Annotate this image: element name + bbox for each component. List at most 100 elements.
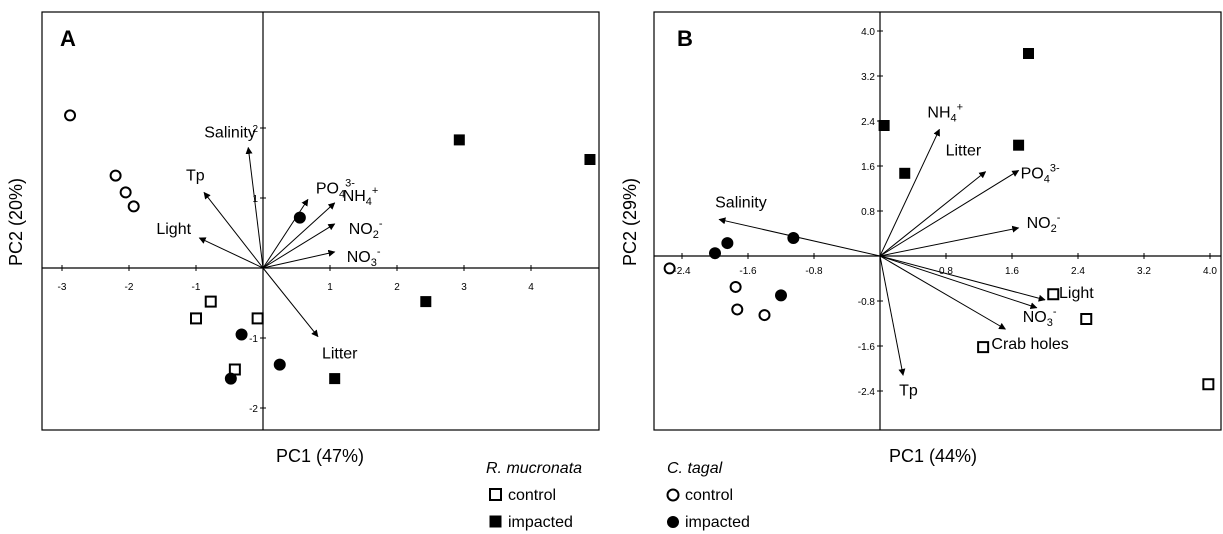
panel-a-point-c-tagal-control	[127, 200, 140, 213]
panel-b-point-c-tagal-control	[729, 280, 742, 293]
legend-marker-r-mucronata-impacted	[489, 515, 502, 528]
panel-b-y-tick-label: 3.2	[861, 72, 875, 83]
panel-a-vector-po4x	[262, 198, 309, 269]
panel-b-x-tick-label: 0.8	[939, 266, 953, 277]
panel-a-point-r-mucronata-control	[204, 295, 217, 308]
legend-title-c-tagal: C. tagal	[667, 460, 723, 477]
panel-a-vector-no2x-label: NO2-	[349, 218, 383, 241]
panel-b-x-tick-label: 4.0	[1203, 266, 1217, 277]
panel-b-vector-crab-holes	[879, 255, 1007, 330]
panel-b-y-tick-label: 4.0	[861, 27, 875, 38]
panel-b-vector-no2x	[879, 225, 1020, 257]
panel-b-x-tick-label: 2.4	[1071, 266, 1085, 277]
panel-b-y-tick-label: -2.4	[858, 387, 876, 398]
panel-b-vector-nh4x-label: NH4+	[927, 101, 963, 124]
panel-b-x-tick-label: -1.6	[739, 266, 757, 277]
panel-a-point-c-tagal-control	[64, 109, 77, 122]
panel-a-vector-no3x	[262, 249, 336, 269]
legend-title-r-mucronata: R. mucronata	[486, 460, 582, 477]
panel-a-x-tick-label: 3	[461, 282, 467, 293]
panel-a-vector-litter	[262, 267, 319, 338]
legend-marker-c-tagal-control	[666, 488, 680, 502]
panel-b-vector-no2x-label: NO2-	[1027, 212, 1061, 235]
panel-a-point-r-mucronata-impacted	[420, 296, 432, 308]
panel-b-vector-po4x	[879, 170, 1020, 257]
panel-a-point-r-mucronata-impacted	[329, 373, 341, 385]
panel-a-y-tick-label: 1	[252, 194, 258, 205]
panel-b-point-r-mucronata-impacted	[1013, 139, 1025, 151]
panel-b-point-r-mucronata-control	[1080, 313, 1093, 325]
panel-a-point-r-mucronata-control	[251, 312, 264, 325]
panel-a-vector-nh4x-label: NH4+	[343, 185, 379, 208]
panel-a-x-tick-label: 1	[327, 282, 333, 293]
panel-a-x-tick-label: -1	[192, 282, 201, 293]
panel-a-vector-light	[198, 237, 264, 269]
panel-b-y-axis-title: PC2 (29%)	[620, 178, 640, 266]
panel-b-x-tick-label: 3.2	[1137, 266, 1151, 277]
panel-a-point-r-mucronata-control	[190, 312, 202, 325]
panel-b-point-c-tagal-impacted	[721, 237, 734, 250]
panel-b-letter: B	[677, 26, 693, 51]
panel-b-y-tick-label: -0.8	[858, 297, 876, 308]
panel-b-vector-no3x-label: NO3-	[1023, 306, 1057, 329]
panel-b-point-r-mucronata-control	[977, 341, 990, 354]
panel-b-point-c-tagal-impacted	[787, 232, 800, 244]
panel-a-vector-salinity	[245, 146, 264, 269]
panel-b-vector-po4x-label: PO43-	[1021, 163, 1060, 186]
panel-b-point-r-mucronata-control	[1202, 378, 1215, 391]
legend-marker-c-tagal-impacted	[667, 516, 679, 528]
panel-b-vector-tp-label: Tp	[899, 382, 918, 399]
panel-b: B -2.4 -1.6 -0.8 0.8 1.6 2.4 3.2 4.0 -2.4 -1.6 -0.…	[620, 11, 1222, 466]
panel-a-y-tick-label: -1	[249, 334, 258, 345]
panel-b-point-c-tagal-impacted	[775, 289, 787, 302]
legend: R. mucronata C. tagal control impacted c…	[486, 460, 750, 531]
panel-b-x-tick-label: 1.6	[1005, 266, 1019, 277]
panel-b-vector-tp	[879, 255, 906, 376]
panel-a-vector-tp-label: Tp	[186, 167, 205, 184]
panel-a-point-c-tagal-impacted	[293, 211, 306, 224]
panel-b-point-r-mucronata-impacted	[1023, 48, 1034, 59]
panel-a-point-c-tagal-impacted	[235, 328, 248, 341]
panel-b-y-tick-label: 0.8	[861, 207, 875, 218]
panel-b-x-tick-label: -2.4	[673, 266, 691, 277]
panel-b-point-r-mucronata-control	[1047, 288, 1060, 301]
panel-b-x-tick-label: -0.8	[805, 266, 823, 277]
panel-a-vector-no3x-label: NO3-	[347, 246, 381, 269]
panel-b-point-r-mucronata-impacted	[899, 167, 911, 179]
panel-a-x-tick-label: 2	[394, 282, 400, 293]
panel-b-x-axis-title: PC1 (44%)	[889, 446, 977, 466]
panel-b-vector-light-label: Light	[1059, 285, 1094, 302]
panel-a-point-r-mucronata-impacted	[453, 134, 465, 146]
panel-a-vector-litter-label: Litter	[322, 346, 358, 363]
panel-a-point-c-tagal-control	[119, 186, 132, 199]
panel-a-y-tick-label: -2	[249, 404, 258, 415]
panel-b-vector-salinity-label: Salinity	[715, 194, 767, 211]
panel-b-frame	[653, 11, 1222, 431]
panel-a-x-axis-title: PC1 (47%)	[276, 446, 364, 466]
panel-b-y-tick-label: 2.4	[861, 117, 875, 128]
panel-b-y-tick-label: 1.6	[861, 162, 875, 173]
legend-marker-r-mucronata-control	[489, 488, 502, 501]
panel-a-x-tick-label: 4	[528, 282, 534, 293]
panel-b-point-c-tagal-impacted	[709, 247, 721, 260]
panel-a-vector-light-label: Light	[156, 221, 191, 238]
panel-b-vector-salinity	[718, 217, 881, 257]
panel-a-point-r-mucronata-impacted	[584, 154, 596, 165]
panel-b-vector-litter	[879, 171, 987, 257]
panel-a-vector-nh4x	[262, 202, 336, 269]
legend-label-r-mucronata-control: control	[508, 487, 556, 504]
panel-a-vector-tp	[203, 191, 264, 269]
panel-a-x-tick-label: -3	[58, 282, 67, 293]
panel-b-point-c-tagal-control	[758, 309, 771, 322]
panel-b-point-r-mucronata-impacted	[878, 120, 890, 131]
legend-label-r-mucronata-impacted: impacted	[508, 514, 573, 531]
legend-label-c-tagal-impacted: impacted	[685, 514, 750, 531]
panel-b-vector-no3x	[879, 255, 1038, 310]
panel-a-x-tick-label: -2	[125, 282, 134, 293]
panel-b-point-c-tagal-control	[663, 262, 676, 275]
panel-b-y-tick-label: -1.6	[858, 342, 876, 353]
panel-b-point-c-tagal-control	[731, 303, 744, 316]
panel-b-vector-light	[879, 255, 1046, 302]
panel-a-point-c-tagal-impacted	[224, 372, 237, 385]
